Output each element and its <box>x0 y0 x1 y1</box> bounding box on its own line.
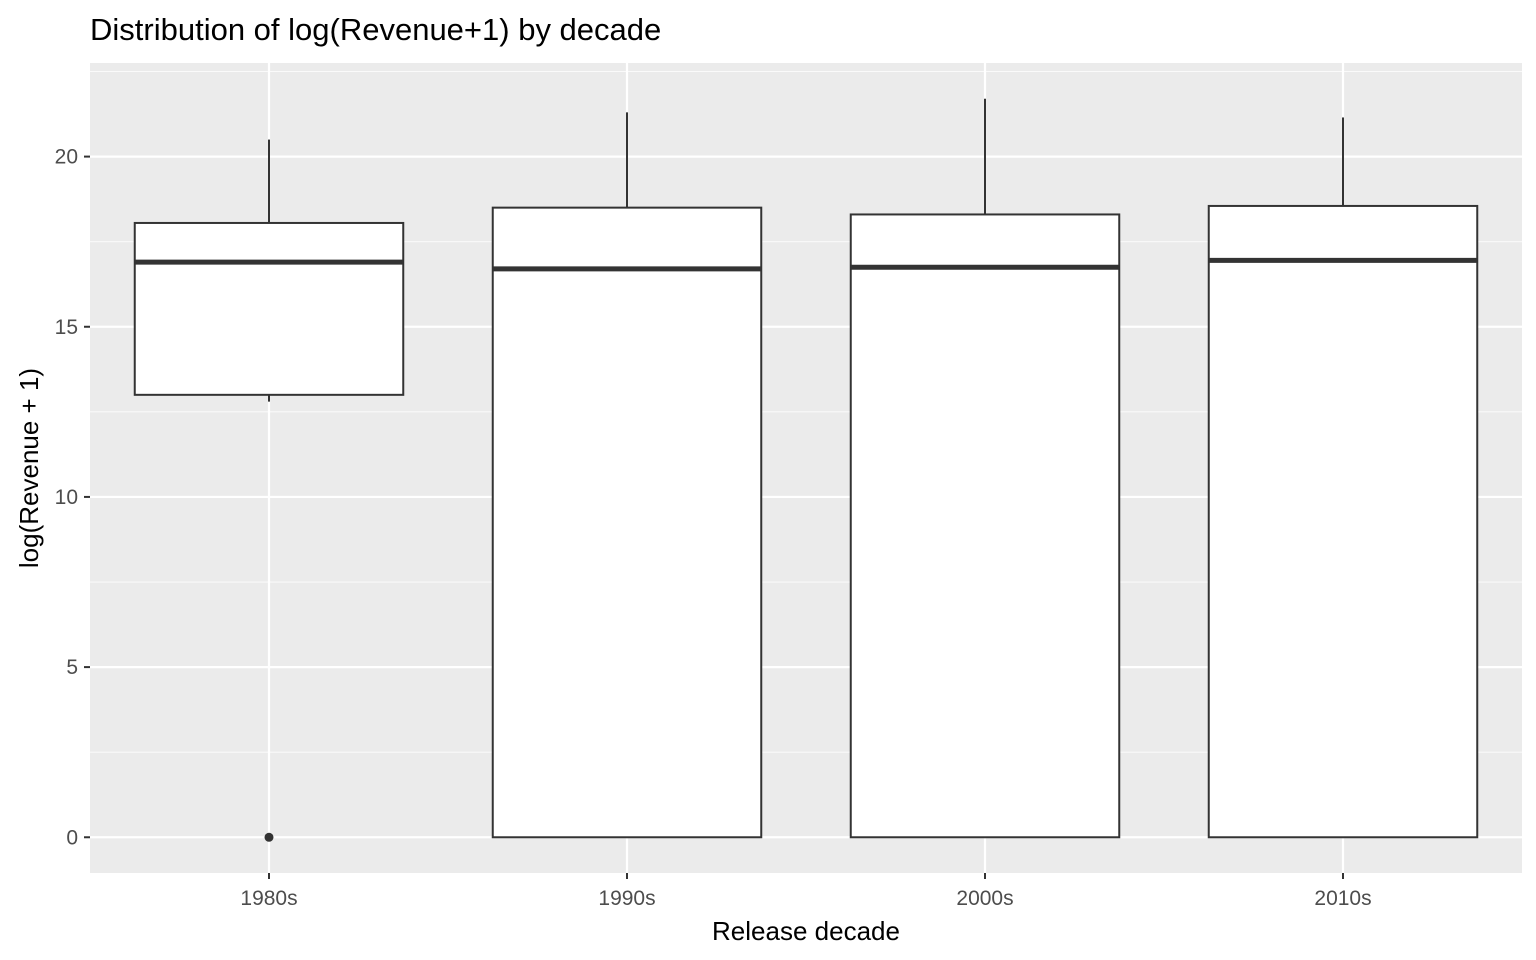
box-body <box>491 206 763 839</box>
y-tick-label: 20 <box>55 146 78 169</box>
box-2000s <box>849 98 1121 839</box>
box-1990s <box>491 112 763 839</box>
x-axis: 1980s 1990s 2000s 2010s <box>240 873 1372 910</box>
y-axis: 0 5 10 15 20 <box>55 146 90 849</box>
x-tick-label: 1990s <box>598 887 655 910</box>
x-axis-title: Release decade <box>712 916 900 946</box>
chart-title: Distribution of log(Revenue+1) by decade <box>90 12 661 47</box>
x-tick-label: 2010s <box>1314 887 1371 910</box>
box-2010s <box>1207 117 1479 839</box>
box-1980s <box>133 139 405 842</box>
y-axis-title: log(Revenue + 1) <box>14 368 44 568</box>
boxes <box>133 98 1479 842</box>
box-body <box>849 213 1121 839</box>
y-tick-label: 15 <box>55 316 78 339</box>
x-tick-label: 1980s <box>240 887 297 910</box>
y-tick-label: 10 <box>55 486 78 509</box>
y-tick-label: 0 <box>66 826 78 849</box>
box-body <box>133 221 405 396</box>
box-body <box>1207 204 1479 839</box>
y-tick-label: 5 <box>66 656 78 679</box>
x-tick-label: 2000s <box>956 887 1013 910</box>
outlier-point <box>264 832 274 842</box>
